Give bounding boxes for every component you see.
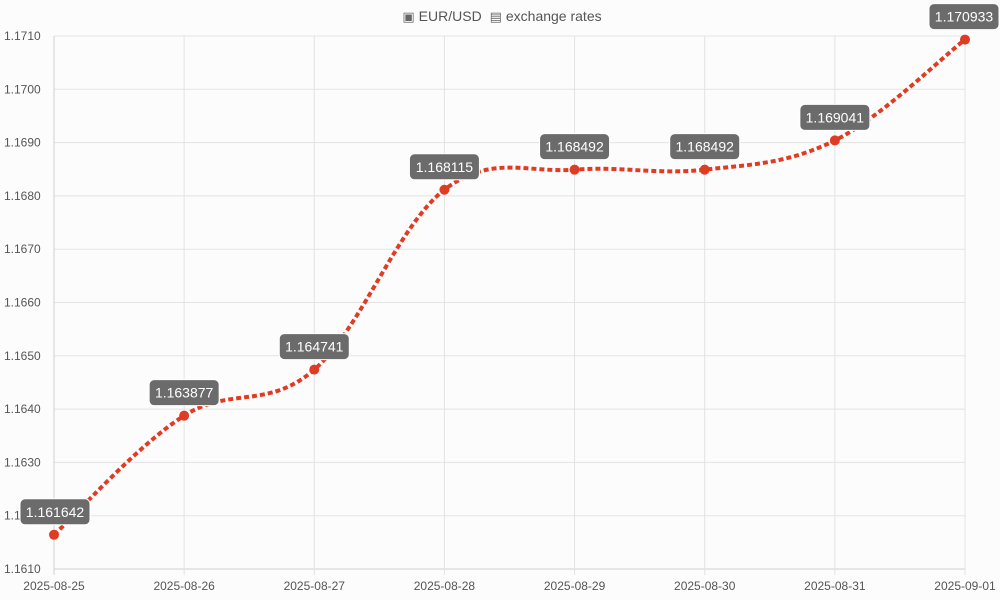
data-label-box xyxy=(148,379,220,407)
data-label-box xyxy=(928,3,1000,31)
y-tick-label: 1.1630 xyxy=(4,455,41,469)
chart-title-suffix: exchange rates xyxy=(505,8,602,24)
data-point xyxy=(309,364,320,375)
y-tick-label: 1.1690 xyxy=(4,136,41,150)
y-tick-label: 1.1700 xyxy=(4,82,41,96)
x-tick-label: 2025-08-27 xyxy=(284,579,346,593)
x-tick-label: 2025-08-25 xyxy=(23,579,85,593)
data-label-box xyxy=(799,103,871,131)
series-line xyxy=(52,37,967,537)
y-tick-label: 1.1660 xyxy=(4,296,41,310)
data-point xyxy=(569,164,580,175)
x-tick-label: 2025-08-30 xyxy=(674,579,736,593)
data-label-box xyxy=(278,333,350,361)
data-point xyxy=(699,164,710,175)
data-point xyxy=(49,529,59,540)
data-label: 1.163877 xyxy=(155,385,214,401)
us-flag-icon: ▤ xyxy=(489,9,502,24)
x-tick-label: 2025-08-28 xyxy=(414,579,476,593)
chart-title-pair: EUR/USD xyxy=(418,8,482,24)
data-label-box xyxy=(19,498,91,526)
data-label: 1.168492 xyxy=(676,139,735,155)
data-label: 1.168492 xyxy=(545,139,604,155)
data-label: 1.161642 xyxy=(26,504,85,520)
x-tick-label: 2025-08-31 xyxy=(804,579,866,593)
data-label: 1.164741 xyxy=(285,339,344,355)
x-tick-label: 2025-08-29 xyxy=(544,579,606,593)
eu-flag-icon: ▣ xyxy=(402,9,415,24)
data-label-box xyxy=(669,133,741,161)
data-label-box xyxy=(539,133,611,161)
data-label: 1.170933 xyxy=(935,9,994,25)
y-tick-label: 1.1640 xyxy=(4,402,41,416)
y-tick-label: 1.1670 xyxy=(4,242,41,256)
y-tick-label: 1.1680 xyxy=(4,189,41,203)
y-tick-label: 1.1650 xyxy=(4,349,41,363)
data-label: 1.169041 xyxy=(806,109,865,125)
y-tick-label: 1.1710 xyxy=(4,29,41,43)
y-tick-label: 1.1610 xyxy=(4,562,41,576)
data-point xyxy=(439,184,450,195)
data-point xyxy=(829,135,840,146)
x-tick-label: 2025-09-01 xyxy=(934,579,996,593)
data-label: 1.168115 xyxy=(416,159,474,175)
data-point xyxy=(179,410,190,421)
x-tick-label: 2025-08-26 xyxy=(153,579,215,593)
chart-title: ▣ EUR/USD ▤ exchange rates xyxy=(0,8,1000,25)
data-label-box xyxy=(408,153,480,181)
data-point xyxy=(960,34,970,45)
